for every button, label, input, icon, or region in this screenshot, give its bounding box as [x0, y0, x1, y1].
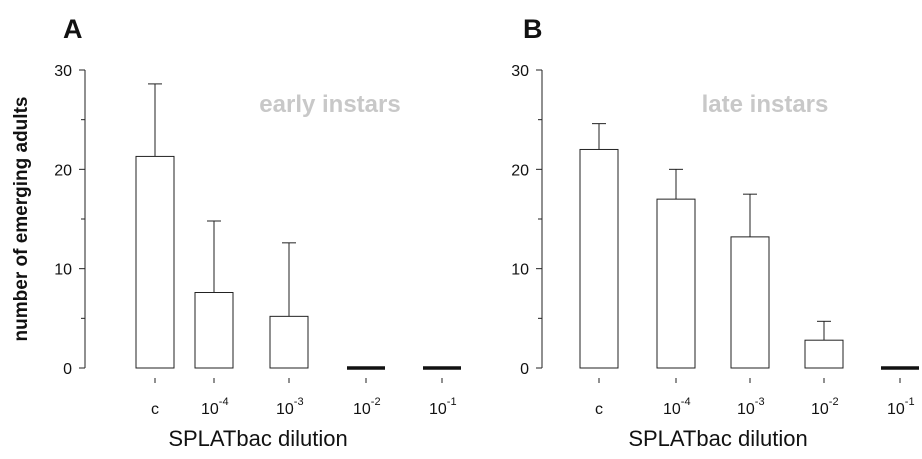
y-tick-label: 20 [54, 162, 72, 179]
y-tick-label: 0 [520, 361, 529, 378]
x-tick-label: 10-1 [887, 396, 915, 418]
bar [730, 236, 770, 369]
bar [194, 292, 234, 369]
x-tick-label: 10-1 [429, 396, 457, 418]
x-tick-label: 10-4 [201, 396, 229, 418]
x-tick-label: 10-2 [353, 396, 381, 418]
bar [804, 339, 844, 369]
bar [135, 155, 175, 369]
x-axis-label: SPLATbac dilution [168, 426, 347, 451]
y-tick-label: 10 [511, 262, 529, 279]
panel-annotation: early instars [259, 91, 400, 118]
x-tick-label: 10-2 [811, 396, 839, 418]
x-tick-label: c [151, 401, 159, 418]
x-tick-label: 10-3 [737, 396, 765, 418]
x-tick-label: 10-3 [276, 396, 304, 418]
y-tick-label: 20 [511, 162, 529, 179]
y-tick-label: 0 [63, 361, 72, 378]
x-tick-label: c [595, 401, 603, 418]
x-axis-label: SPLATbac dilution [628, 426, 807, 451]
y-axis-label: number of emerging adults [11, 97, 32, 342]
bar [579, 148, 619, 369]
bar [269, 315, 309, 369]
y-tick-label: 30 [511, 63, 529, 80]
y-tick-label: 10 [54, 262, 72, 279]
x-tick-label: 10-4 [663, 396, 691, 418]
bar [656, 198, 696, 369]
y-tick-label: 30 [54, 63, 72, 80]
panel-letter: A [63, 14, 83, 44]
panel-letter: B [523, 14, 543, 44]
panel-annotation: late instars [702, 91, 829, 118]
